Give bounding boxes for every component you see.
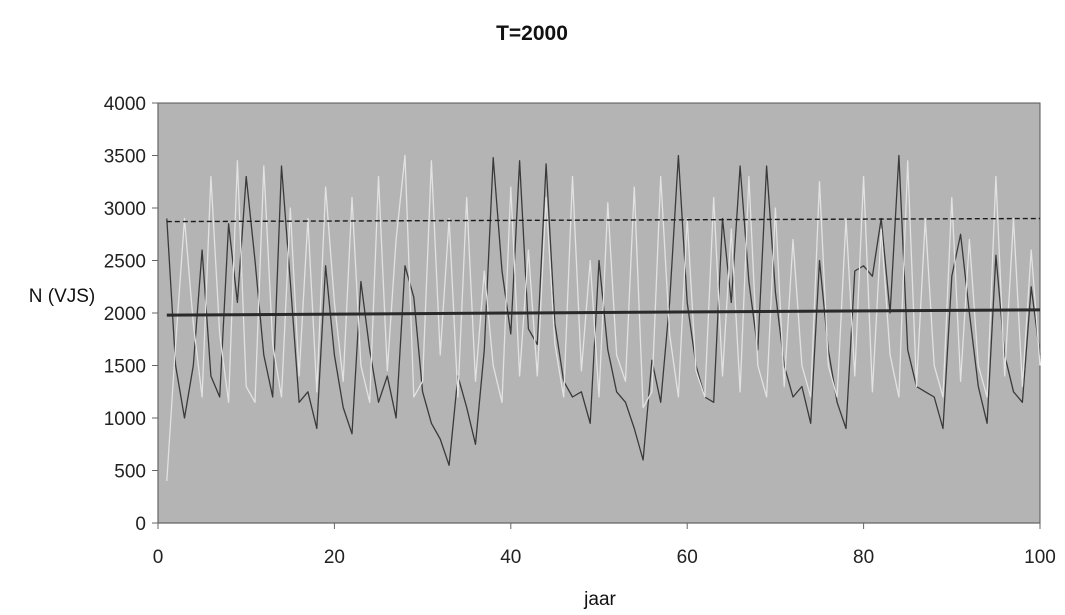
- y-tick-label: 4000: [104, 94, 146, 115]
- series-light-series: [166, 154, 1041, 482]
- x-tick-label: 80: [853, 547, 874, 568]
- x-axis-ticks: 0 20 40 60 80 100: [153, 523, 1056, 568]
- x-tick-label: 20: [324, 547, 345, 568]
- y-tick-label: 2500: [104, 252, 146, 273]
- x-tick-label: 0: [153, 547, 164, 568]
- y-tick-label: 1500: [104, 357, 146, 378]
- y-tick-label: 1000: [104, 409, 146, 430]
- y-tick-label: 2000: [104, 304, 146, 325]
- y-axis-title: N (VJS): [29, 286, 96, 307]
- y-tick-label: 500: [114, 462, 146, 483]
- x-tick-label: 60: [677, 547, 698, 568]
- series-mean-line: [166, 308, 1041, 317]
- x-axis-title: jaar: [583, 589, 616, 610]
- x-tick-label: 40: [500, 547, 521, 568]
- x-tick-label: 100: [1024, 547, 1056, 568]
- series-dashed-line: [166, 217, 1041, 223]
- chart-title: T=2000: [496, 22, 568, 45]
- series-layer: [166, 154, 1041, 482]
- y-tick-label: 3500: [104, 147, 146, 168]
- y-axis-ticks: 0 500 1000 1500 2000 2500 3000 3500 4000: [104, 94, 158, 535]
- y-tick-label: 0: [135, 514, 146, 535]
- y-tick-label: 3000: [104, 199, 146, 220]
